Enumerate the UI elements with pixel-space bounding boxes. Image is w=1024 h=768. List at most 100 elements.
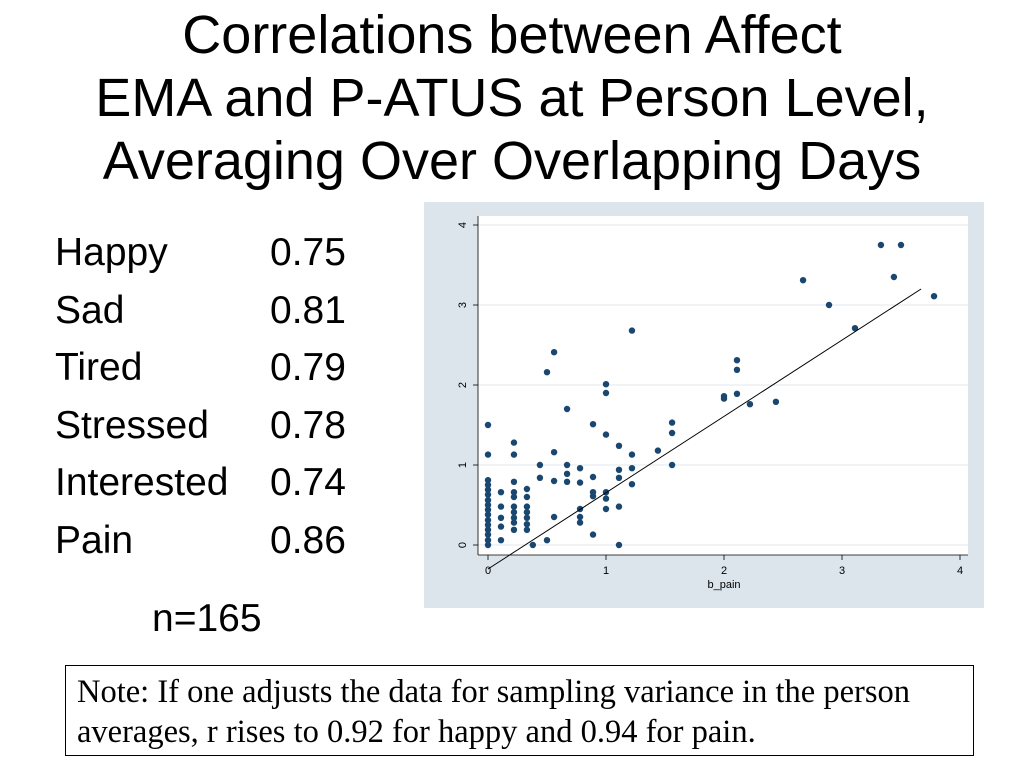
data-point: [523, 503, 531, 510]
data-point: [484, 491, 492, 498]
data-point: [733, 366, 741, 373]
x-axis-title: b_pain: [707, 579, 740, 591]
data-point: [484, 486, 492, 493]
data-point: [550, 449, 558, 456]
data-point: [497, 523, 505, 530]
data-point: [602, 389, 610, 397]
correlation-row: Stressed 0.78: [55, 397, 346, 455]
data-point: [563, 478, 571, 485]
data-point: [523, 493, 531, 501]
data-point: [484, 541, 492, 549]
data-point: [536, 461, 544, 469]
data-point: [576, 465, 584, 472]
data-point: [523, 521, 531, 528]
data-points: [484, 241, 938, 549]
title-line-1: Correlations between Affect: [182, 5, 842, 65]
data-point: [589, 531, 597, 538]
data-point: [484, 477, 492, 484]
correlation-value: 0.79: [270, 346, 346, 389]
data-point: [484, 531, 492, 538]
y-tick-label: 2: [457, 382, 469, 388]
data-point: [484, 481, 492, 489]
data-point: [563, 470, 571, 477]
data-point: [497, 537, 505, 544]
data-point: [484, 526, 492, 533]
data-point: [529, 541, 537, 549]
data-point: [615, 541, 623, 549]
data-point: [510, 493, 518, 501]
data-point: [497, 503, 505, 510]
data-point: [720, 395, 728, 402]
data-point: [510, 489, 518, 496]
data-point: [628, 481, 636, 488]
data-point: [484, 511, 492, 518]
data-point: [510, 526, 518, 533]
correlation-row: Tired 0.79: [55, 339, 346, 397]
y-tick-label: 3: [457, 302, 469, 308]
data-point: [930, 293, 938, 300]
correlation-value: 0.86: [270, 518, 346, 562]
correlation-row: Pain 0.86: [55, 512, 346, 570]
data-point: [654, 447, 662, 454]
data-point: [602, 381, 610, 388]
data-point: [851, 325, 859, 332]
data-point: [484, 521, 492, 529]
correlation-value: 0.78: [270, 403, 346, 447]
gridlines: [478, 224, 968, 546]
x-tick-label: 0: [485, 565, 491, 577]
data-point: [484, 497, 492, 504]
x-tick-label: 1: [603, 565, 609, 577]
affect-label: Tired: [55, 346, 143, 389]
data-point: [510, 451, 518, 458]
data-point: [668, 429, 676, 437]
data-point: [563, 405, 571, 413]
correlation-value: 0.74: [270, 461, 346, 504]
y-tick-label: 0: [457, 542, 469, 548]
data-point: [668, 461, 676, 469]
data-point: [510, 478, 518, 485]
data-point: [602, 495, 610, 502]
correlation-value: 0.75: [270, 231, 346, 274]
sample-size-label: n=165: [152, 597, 262, 640]
scatter-chart-panel: 0 1 2 3 4 0 1 2 3 4 b_pain: [424, 202, 984, 608]
correlation-value: 0.81: [270, 288, 346, 332]
data-point: [510, 519, 518, 526]
data-point: [628, 327, 636, 334]
title-line-3: Averaging Over Overlapping Days: [102, 131, 922, 191]
data-point: [510, 439, 518, 446]
data-point: [576, 479, 584, 486]
data-point: [772, 398, 780, 405]
note-box: Note: If one adjusts the data for sampli…: [65, 665, 974, 756]
data-point: [543, 369, 551, 376]
data-point: [825, 301, 833, 309]
correlation-table: Happy 0.75 Sad 0.81 Tired 0.79 Stressed …: [55, 224, 346, 569]
data-point: [576, 513, 584, 521]
data-point: [484, 537, 492, 544]
slide-title: Correlations between Affect EMA and P-AT…: [0, 4, 1024, 193]
data-point: [523, 509, 531, 516]
affect-label: Sad: [55, 288, 125, 332]
scatter-plot: 0 1 2 3 4 0 1 2 3 4 b_pain: [457, 216, 968, 591]
data-point: [543, 537, 551, 544]
data-point: [550, 477, 558, 485]
data-point: [550, 349, 558, 356]
data-point: [602, 505, 610, 513]
data-point: [484, 517, 492, 524]
x-tick-label: 2: [721, 565, 727, 577]
data-point: [615, 503, 623, 510]
correlation-row: Interested 0.74: [55, 454, 346, 512]
data-point: [536, 474, 544, 481]
data-point: [523, 514, 531, 521]
data-point: [523, 526, 531, 533]
x-tick-label: 4: [957, 565, 963, 577]
data-point: [550, 513, 558, 521]
data-point: [484, 421, 492, 429]
correlation-row: Happy 0.75: [55, 224, 346, 282]
data-point: [746, 401, 754, 408]
data-point: [799, 277, 807, 284]
data-point: [497, 514, 505, 521]
data-point: [602, 431, 610, 438]
data-point: [589, 473, 597, 481]
data-point: [897, 241, 905, 249]
data-point: [628, 451, 636, 458]
